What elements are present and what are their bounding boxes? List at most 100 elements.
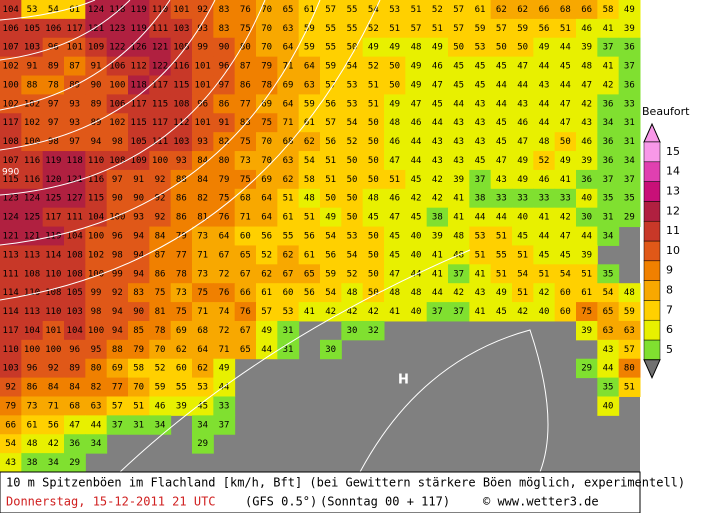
- gust-value: 38: [432, 213, 443, 223]
- gust-value: 39: [581, 43, 592, 53]
- gust-value: 100: [88, 232, 104, 242]
- gust-cell: [213, 18, 236, 39]
- gust-value: 89: [91, 99, 102, 109]
- gust-value: 44: [219, 383, 230, 393]
- gust-value: 40: [411, 307, 422, 317]
- gust-value: 104: [3, 5, 19, 15]
- gust-cell: [554, 0, 577, 20]
- gust-cell: [341, 207, 364, 228]
- gust-value: 100: [152, 156, 168, 166]
- gust-value: 66: [581, 5, 592, 15]
- gust-value: 39: [581, 250, 592, 260]
- gust-cell: [469, 245, 492, 265]
- gust-cell: [405, 226, 428, 246]
- gust-cell: [576, 75, 598, 95]
- gust-value: 34: [603, 118, 614, 128]
- gust-cell: [512, 75, 534, 95]
- gust-value: 50: [325, 194, 336, 204]
- gust-value: 44: [91, 420, 102, 430]
- gust-cell: [533, 151, 556, 171]
- gust-value: 62: [261, 269, 272, 279]
- cell-layer: 104 53 54 61 124 118 119 110 101 92 83 76 70 65 61 57 55…: [0, 0, 641, 473]
- gust-cell: [192, 226, 214, 246]
- gust-value: 44: [475, 213, 486, 223]
- gust-cell: [405, 113, 428, 133]
- gust-cell: [213, 245, 236, 265]
- gust-value: 50: [368, 156, 379, 166]
- gust-value: 55: [325, 24, 336, 34]
- gust-value: 65: [240, 250, 251, 260]
- gust-cell: [277, 132, 300, 152]
- gust-value: 47: [69, 420, 80, 430]
- gust-value: 93: [197, 24, 208, 34]
- gust-value: 53: [475, 232, 486, 242]
- gust-cell: [490, 113, 513, 133]
- gust-value: 47: [411, 99, 422, 109]
- gust-cell: [554, 264, 577, 284]
- gust-value: 59: [475, 24, 486, 34]
- gust-cell: [149, 151, 172, 171]
- gust-cell: [128, 245, 150, 265]
- gust-value: 52: [368, 62, 379, 72]
- gust-value: 39: [581, 326, 592, 336]
- gust-value: 49: [261, 326, 272, 336]
- gust-value: 118: [131, 80, 147, 90]
- gust-cell: [426, 151, 449, 171]
- gust-cell: [170, 377, 193, 397]
- gust-value: 45: [389, 250, 400, 260]
- gust-cell: [469, 75, 492, 95]
- gust-cell: [85, 56, 108, 77]
- gust-cell: [106, 264, 129, 284]
- gust-value: 74: [219, 307, 230, 317]
- gust-value: 45: [453, 80, 464, 90]
- gust-cell: [85, 320, 108, 341]
- gust-value: 57: [325, 5, 336, 15]
- gust-value: 102: [88, 250, 104, 260]
- gust-value: 44: [539, 118, 550, 128]
- gust-cell: [320, 169, 342, 190]
- gust-cell: [277, 207, 300, 228]
- gust-cell: [618, 75, 641, 95]
- gust-cell: [106, 37, 129, 58]
- gust-cell: [426, 264, 449, 284]
- gust-value: 94: [133, 250, 144, 260]
- gust-value: 37: [432, 307, 443, 317]
- gust-cell: [277, 37, 300, 58]
- gust-value: 72: [219, 326, 230, 336]
- gust-cell: [234, 151, 257, 171]
- gust-cell: [256, 94, 278, 114]
- gust-cell: [554, 226, 577, 246]
- gust-value: 73: [240, 156, 251, 166]
- gust-cell: [618, 113, 641, 133]
- gust-value: 104: [67, 232, 83, 242]
- gust-value: 63: [91, 401, 102, 411]
- gust-value: 45: [496, 118, 507, 128]
- gust-value: 127: [67, 194, 83, 204]
- gust-value: 54: [347, 250, 358, 260]
- gust-value: 49: [411, 80, 422, 90]
- gust-value: 116: [173, 62, 189, 72]
- gust-cell: [170, 151, 193, 171]
- gust-value: 71: [219, 345, 230, 355]
- gust-value: 120: [45, 175, 61, 185]
- gust-cell: [469, 18, 492, 39]
- gust-value: 97: [48, 118, 59, 128]
- gust-cell: [576, 264, 598, 284]
- gust-value: 38: [475, 194, 486, 204]
- gust-value: 121: [3, 232, 19, 242]
- gust-value: 40: [539, 307, 550, 317]
- gust-cell: [469, 264, 492, 284]
- gust-cell: [0, 226, 22, 246]
- gust-value: 29: [624, 213, 635, 223]
- gust-value: 52: [261, 250, 272, 260]
- gust-value: 41: [389, 307, 400, 317]
- gust-cell: [384, 94, 406, 114]
- gust-cell: [426, 169, 449, 190]
- gust-cell: [490, 37, 513, 58]
- gust-cell: [21, 434, 44, 454]
- gust-cell: [341, 188, 364, 209]
- gust-value: 45: [475, 80, 486, 90]
- gust-cell: [128, 302, 150, 322]
- gust-cell: [277, 339, 300, 360]
- gust-cell: [213, 113, 236, 133]
